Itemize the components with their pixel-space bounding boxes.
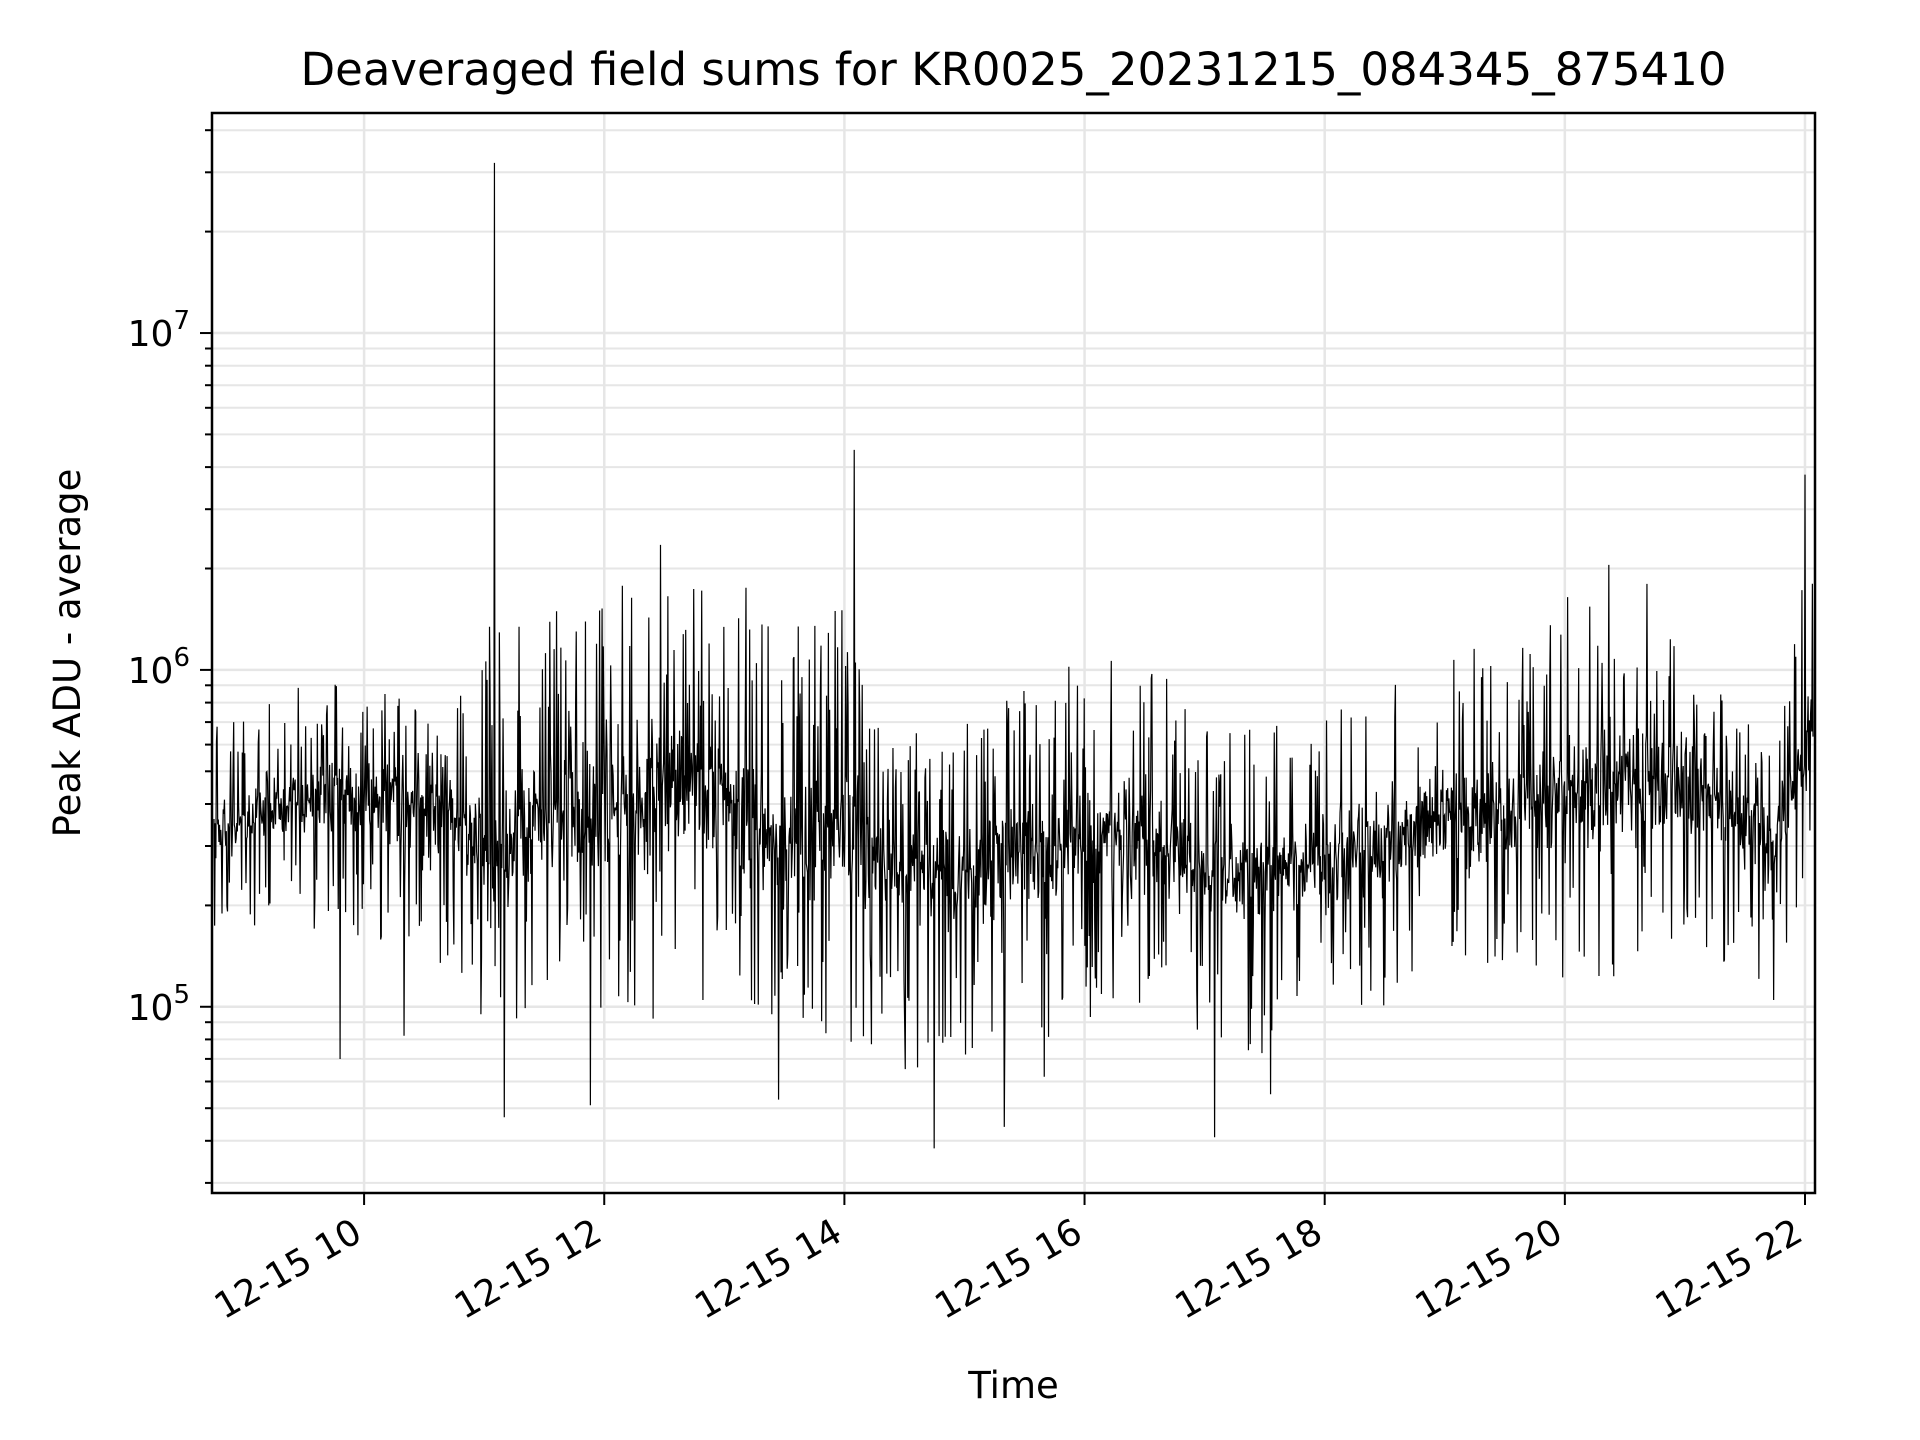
y-tick-label: 107 — [128, 306, 190, 355]
y-axis-label: Peak ADU - average — [46, 469, 89, 838]
grid — [212, 113, 1815, 1193]
chart-title: Deaveraged field sums for KR0025_2023121… — [301, 43, 1727, 96]
x-axis-label: Time — [967, 1364, 1059, 1407]
y-tick-label: 105 — [128, 980, 190, 1029]
series-line — [213, 162, 1814, 1149]
series-layer — [213, 162, 1814, 1149]
y-tick-label: 106 — [128, 643, 190, 692]
plot-frame — [210, 111, 1817, 1195]
